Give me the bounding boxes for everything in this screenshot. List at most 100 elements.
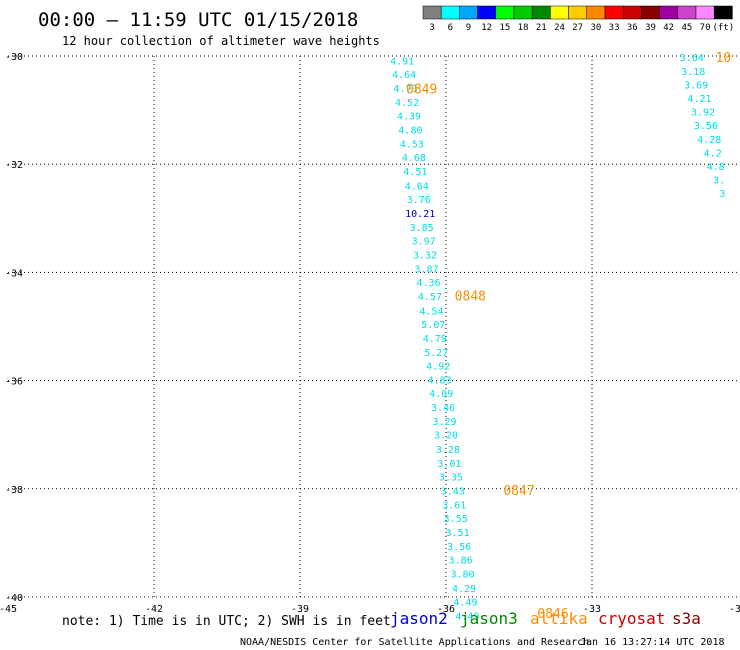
- color-scale-swatch: [568, 5, 588, 20]
- wave-height-value: 4.49: [453, 597, 477, 608]
- color-scale-label: 30: [590, 23, 601, 33]
- x-tick-label: -30: [729, 604, 740, 615]
- wave-height-value: 4.73: [394, 84, 418, 95]
- wave-height-value: 5.27: [424, 348, 448, 359]
- wave-height-value: 3.92: [691, 108, 715, 119]
- note-text: note: 1) Time is in UTC; 2) SWH is in fe…: [62, 614, 391, 629]
- wave-height-value: 4.52: [395, 98, 419, 109]
- wave-height-value: 5.07: [421, 320, 445, 331]
- color-scale-label: 3: [429, 23, 434, 33]
- satellite-legend-jason2: jason2: [390, 609, 448, 628]
- time-label: 0847: [503, 484, 534, 499]
- wave-height-value: 3.61: [442, 500, 466, 511]
- color-scale-label: 36: [627, 23, 638, 33]
- satellite-legend-altika: altika: [530, 609, 588, 628]
- color-scale-swatch: [622, 5, 642, 20]
- color-scale-swatch: [659, 5, 679, 20]
- color-scale-swatch: [550, 5, 569, 20]
- satellite-legend: jason2 jason3 altika cryosat s3a: [390, 609, 701, 628]
- wave-height-value: 4.80: [398, 126, 422, 137]
- wave-height-value: 3.29: [432, 417, 456, 428]
- wave-height-value: 4.51: [403, 167, 427, 178]
- wave-height-value: 3.55: [444, 514, 468, 525]
- x-tick-label: -39: [291, 604, 309, 615]
- color-scale-label: 70: [700, 23, 711, 33]
- wave-height-value: 3.56: [447, 542, 471, 553]
- y-tick-label: -40: [5, 593, 23, 604]
- wave-height-value: 4.29: [452, 584, 476, 595]
- y-tick-label: -36: [5, 377, 23, 388]
- wave-height-value: 3.76: [407, 195, 431, 206]
- wave-height-value: 3: [719, 189, 725, 200]
- color-scale-label: 15: [499, 23, 510, 33]
- wave-height-value: 4.09: [429, 389, 453, 400]
- color-scale-label: 12: [481, 23, 492, 33]
- color-scale-swatch: [531, 5, 551, 20]
- color-scale-label: 45: [681, 23, 692, 33]
- wave-height-value: 4.8: [707, 162, 725, 173]
- wave-height-value: 3.56: [694, 121, 718, 132]
- time-labels: 0849 0848 0847 0846 10: [406, 51, 731, 622]
- color-scale-swatch: [586, 5, 606, 20]
- chart-subtitle: 12 hour collection of altimeter wave hei…: [62, 34, 380, 48]
- wave-height-value: 3.64: [680, 53, 704, 64]
- color-scale-swatch: [440, 5, 460, 20]
- color-scale-label: 9: [466, 23, 471, 33]
- y-tick-label: -30: [5, 52, 23, 63]
- color-scale-swatch: [422, 5, 442, 20]
- wave-height-value: 3.97: [412, 236, 436, 247]
- wave-height-value: 4.36: [416, 278, 440, 289]
- color-scale-label: 39: [645, 23, 656, 33]
- wave-height-value: 4.64: [392, 70, 416, 81]
- axis-tick-labels: -45 -42 -39 -36 -33 -30 -30 -32 -34 -36 -38 -40: [0, 52, 740, 615]
- wave-height-value: 3.35: [439, 472, 463, 483]
- wave-height-value: 4.28: [697, 135, 721, 146]
- wave-height-value: 3.: [713, 175, 725, 186]
- wave-height-value: 3.32: [413, 251, 437, 262]
- color-scale-swatch: [713, 5, 733, 20]
- chart-title: 00:00 – 11:59 UTC 01/15/2018: [38, 9, 358, 31]
- color-scale-label: 6: [448, 23, 453, 33]
- footer-credit: NOAA/NESDIS Center for Satellite Applica…: [240, 637, 589, 648]
- color-scale-swatch: [459, 5, 478, 20]
- wave-height-labels: 4.91 4.64 4.73 4.52 4.39 4.80 4.53 4.68 4.51 4.64…: [390, 53, 725, 622]
- color-scale-swatch: [513, 5, 533, 20]
- footer-timestamp: Jan 16 13:27:14 UTC 2018: [580, 637, 725, 648]
- wave-height-value: 3.80: [450, 570, 474, 581]
- color-scale-swatch: [604, 5, 624, 20]
- wave-height-value: 3.85: [410, 223, 434, 234]
- color-scale-label: 18: [518, 23, 529, 33]
- satellite-legend-cryosat: cryosat: [598, 609, 665, 628]
- color-scale-swatch: [695, 5, 715, 20]
- x-tick-label: -45: [0, 604, 17, 615]
- wave-height-value: 4.57: [418, 292, 442, 303]
- time-label: 0848: [455, 290, 486, 305]
- x-tick-label: -36: [437, 604, 455, 615]
- wave-height-value: 4.64: [405, 181, 429, 192]
- time-label: 0846: [537, 607, 568, 622]
- color-scale-legend: 3 6 9 12 15 18 21 24 27 30 33 36 39 42 45 70 (ft): [422, 5, 734, 33]
- color-scale-swatch: [495, 5, 515, 20]
- wave-height-value: 3.51: [446, 528, 470, 539]
- color-scale-label: 24: [554, 23, 565, 33]
- time-label: 0849: [406, 82, 437, 97]
- wave-height-value: 3.69: [684, 81, 708, 92]
- wave-height-value: 3.18: [681, 67, 705, 78]
- y-tick-label: -32: [5, 160, 23, 171]
- color-scale-label: (ft): [712, 23, 734, 33]
- wave-height-value: 3.20: [434, 431, 458, 442]
- satellite-legend-jason3: jason3: [460, 609, 518, 628]
- wave-height-value: 4.92: [426, 361, 450, 372]
- satellite-legend-s3a: s3a: [672, 609, 701, 628]
- wave-height-value: 3.01: [437, 459, 461, 470]
- wave-height-value: 3.43: [441, 486, 465, 497]
- map-grid: [8, 55, 738, 598]
- color-scale-label: 27: [572, 23, 583, 33]
- color-scale-swatch: [677, 5, 697, 20]
- wave-height-value: 10.21: [405, 209, 435, 220]
- wave-height-value: 4.49: [455, 611, 479, 622]
- y-tick-label: -38: [5, 485, 23, 496]
- color-scale-swatch: [641, 5, 660, 20]
- wave-height-value: 4.2: [704, 148, 722, 159]
